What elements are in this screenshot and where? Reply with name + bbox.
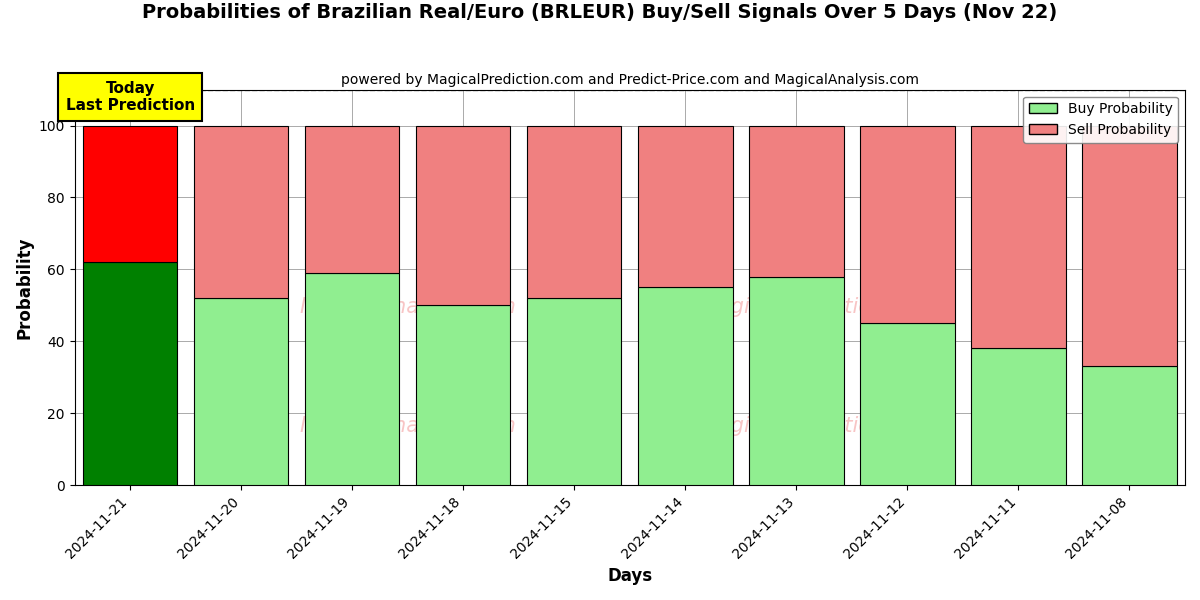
Bar	[638, 287, 732, 485]
Bar	[749, 277, 844, 485]
Text: MagicalPrediction.com: MagicalPrediction.com	[701, 297, 936, 317]
Bar	[527, 298, 622, 485]
Bar	[83, 262, 178, 485]
Bar	[860, 125, 955, 323]
Bar	[860, 323, 955, 485]
Bar	[194, 298, 288, 485]
Bar	[971, 349, 1066, 485]
Bar	[305, 125, 400, 273]
Legend: Buy Probability, Sell Probability: Buy Probability, Sell Probability	[1024, 97, 1178, 143]
Bar	[305, 273, 400, 485]
Text: MagicalAnalysis.com: MagicalAnalysis.com	[299, 297, 516, 317]
Bar	[971, 125, 1066, 349]
Bar	[416, 125, 510, 305]
Y-axis label: Probability: Probability	[16, 236, 34, 338]
Bar	[527, 125, 622, 298]
Bar	[638, 125, 732, 287]
Bar	[83, 125, 178, 262]
Title: powered by MagicalPrediction.com and Predict-Price.com and MagicalAnalysis.com: powered by MagicalPrediction.com and Pre…	[341, 73, 919, 87]
Text: MagicalAnalysis.com: MagicalAnalysis.com	[299, 416, 516, 436]
Text: MagicalPrediction.com: MagicalPrediction.com	[701, 416, 936, 436]
X-axis label: Days: Days	[607, 567, 653, 585]
Bar	[1082, 125, 1177, 367]
Text: Probabilities of Brazilian Real/Euro (BRLEUR) Buy/Sell Signals Over 5 Days (Nov : Probabilities of Brazilian Real/Euro (BR…	[143, 3, 1057, 22]
Text: Today
Last Prediction: Today Last Prediction	[66, 80, 194, 113]
Bar	[1082, 367, 1177, 485]
Bar	[416, 305, 510, 485]
Bar	[749, 125, 844, 277]
Bar	[194, 125, 288, 298]
